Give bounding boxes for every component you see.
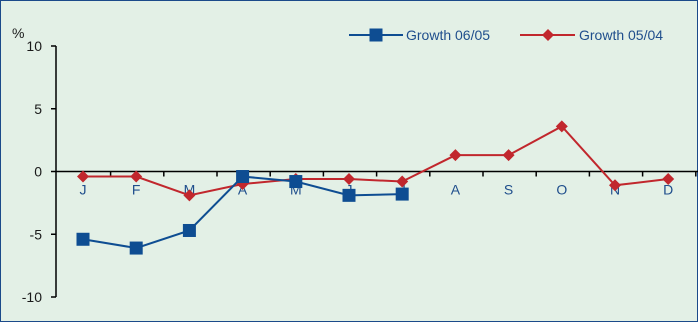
data-point-diamond (130, 170, 143, 183)
data-point-diamond (609, 179, 621, 192)
series-growth-06-05 (76, 170, 409, 255)
legend-item: Growth 05/04 (520, 27, 663, 43)
data-point-square (182, 223, 196, 237)
legend-marker-diamond (542, 29, 554, 41)
data-point-square (395, 187, 409, 201)
x-tick-label: D (663, 182, 673, 198)
legend-marker-square (369, 28, 383, 42)
x-tick-label: A (451, 182, 461, 198)
data-point-diamond (183, 189, 196, 202)
data-point-diamond (449, 149, 462, 162)
data-point-diamond (343, 173, 355, 186)
legend-label: Growth 05/04 (579, 27, 663, 43)
series-line (83, 125, 669, 197)
y-tick-label: 5 (34, 101, 42, 117)
x-tick-label: J (80, 182, 87, 198)
data-point-square (342, 188, 356, 202)
y-tick-label: 0 (34, 164, 42, 180)
y-tick-label: -5 (30, 226, 43, 242)
data-point-diamond (502, 149, 515, 162)
data-point-square (76, 232, 90, 246)
x-tick-label: F (132, 182, 141, 198)
data-point-square (236, 170, 250, 184)
legend: Growth 06/05 Growth 05/04 (349, 27, 663, 43)
x-tick-label: M (290, 182, 302, 198)
data-point-diamond (77, 170, 89, 183)
y-axis-unit-label: % (12, 25, 24, 41)
y-tick-label: -10 (22, 289, 42, 305)
legend-label: Growth 06/05 (406, 27, 490, 43)
data-point-square (289, 175, 303, 189)
series-layer (76, 120, 675, 255)
y-tick-label: 10 (26, 38, 42, 54)
data-point-diamond (555, 120, 568, 133)
x-tick-label: S (504, 182, 513, 198)
legend-item: Growth 06/05 (349, 27, 490, 43)
data-point-diamond (396, 175, 409, 188)
x-tick-label: O (556, 182, 567, 198)
data-point-square (129, 241, 143, 255)
data-point-diamond (662, 173, 675, 186)
series-growth-05-04 (77, 120, 675, 202)
